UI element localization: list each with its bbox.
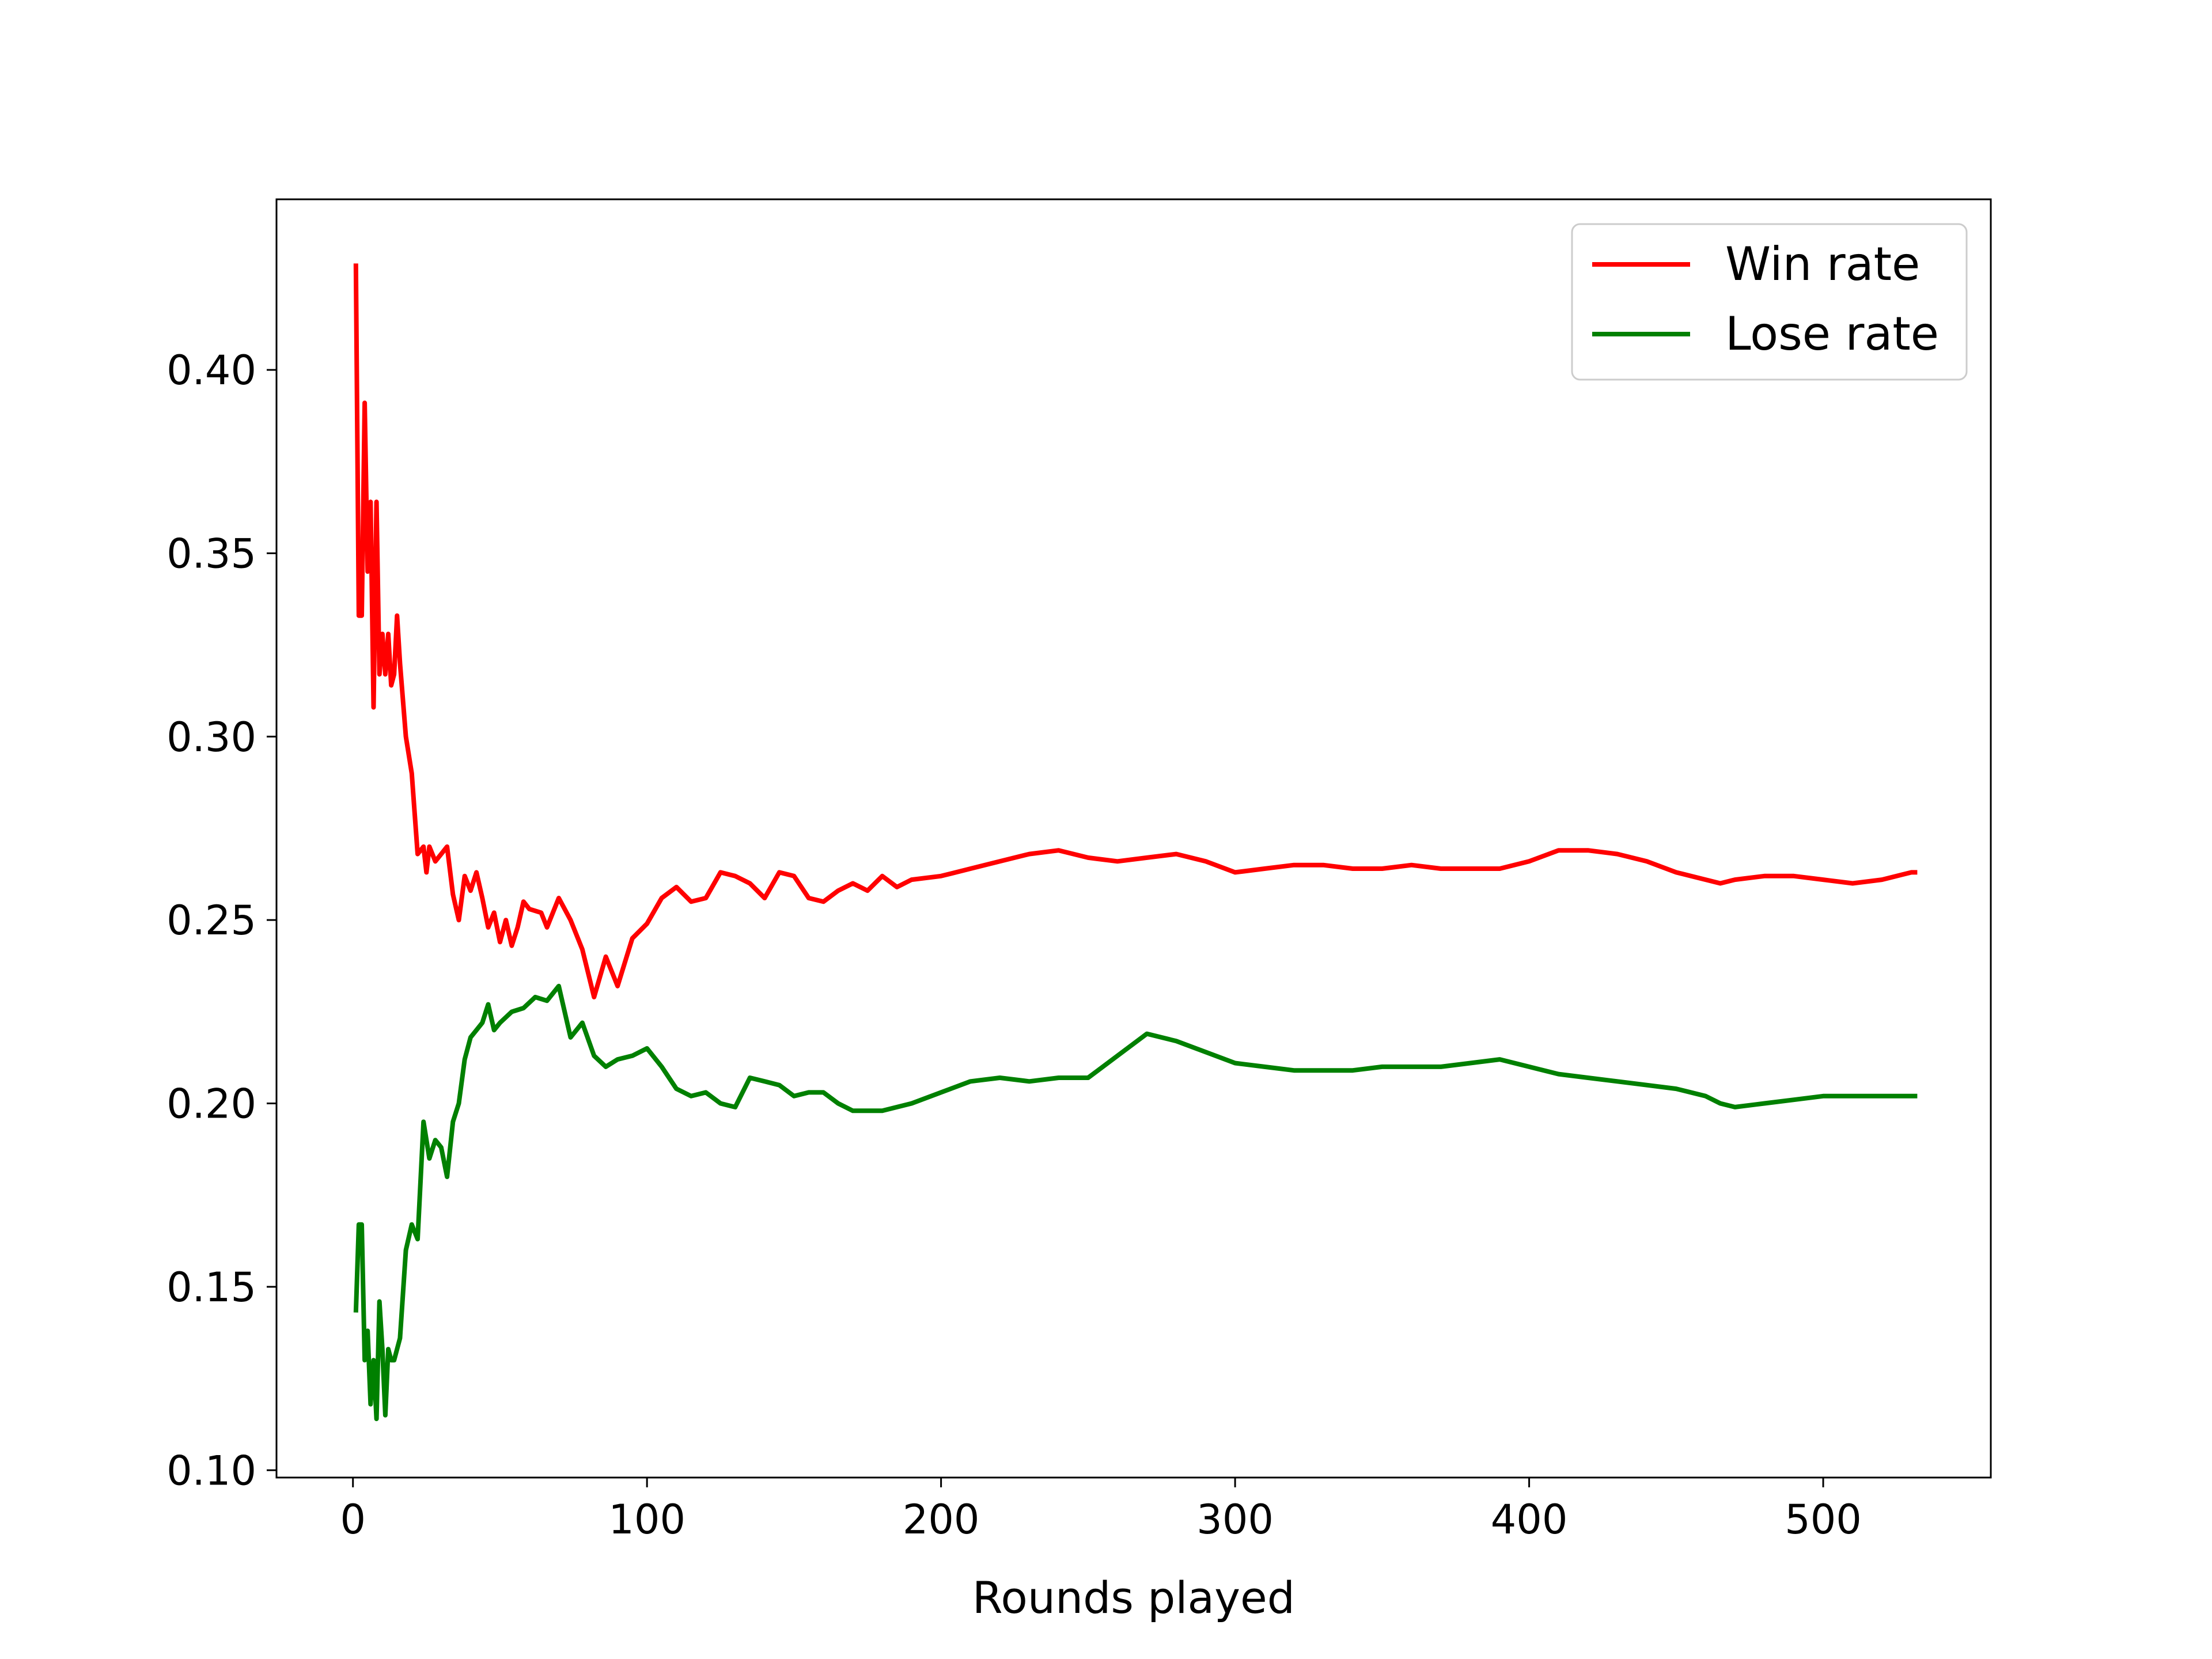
y-tick-label: 0.30 bbox=[166, 714, 256, 761]
y-tick-label: 0.25 bbox=[166, 897, 256, 944]
x-tick-label: 100 bbox=[608, 1496, 685, 1543]
x-axis-label: Rounds played bbox=[972, 1572, 1295, 1623]
y-axis-ticks: 0.10 0.15 0.20 0.25 0.30 0.35 0.40 bbox=[166, 347, 276, 1494]
series-line-lose-rate bbox=[353, 983, 1918, 1422]
series-layer bbox=[353, 263, 1918, 1422]
y-tick-label: 0.20 bbox=[166, 1081, 256, 1128]
y-tick-label: 0.35 bbox=[166, 530, 256, 577]
y-tick-label: 0.15 bbox=[166, 1264, 256, 1311]
x-axis-ticks: 0 100 200 300 400 500 bbox=[340, 1478, 1862, 1543]
y-tick-label: 0.40 bbox=[166, 347, 256, 394]
x-tick-label: 500 bbox=[1785, 1496, 1862, 1543]
x-tick-label: 400 bbox=[1491, 1496, 1568, 1543]
x-tick-label: 200 bbox=[903, 1496, 980, 1543]
legend-label-lose-rate: Lose rate bbox=[1725, 307, 1939, 361]
y-tick-label: 0.10 bbox=[166, 1447, 256, 1494]
legend: Win rate Lose rate bbox=[1571, 223, 1968, 381]
series-line-win-rate bbox=[353, 263, 1918, 999]
legend-label-win-rate: Win rate bbox=[1725, 237, 1920, 291]
x-tick-label: 0 bbox=[340, 1496, 366, 1543]
plot-frame bbox=[275, 198, 1992, 1479]
x-tick-label: 300 bbox=[1196, 1496, 1274, 1543]
